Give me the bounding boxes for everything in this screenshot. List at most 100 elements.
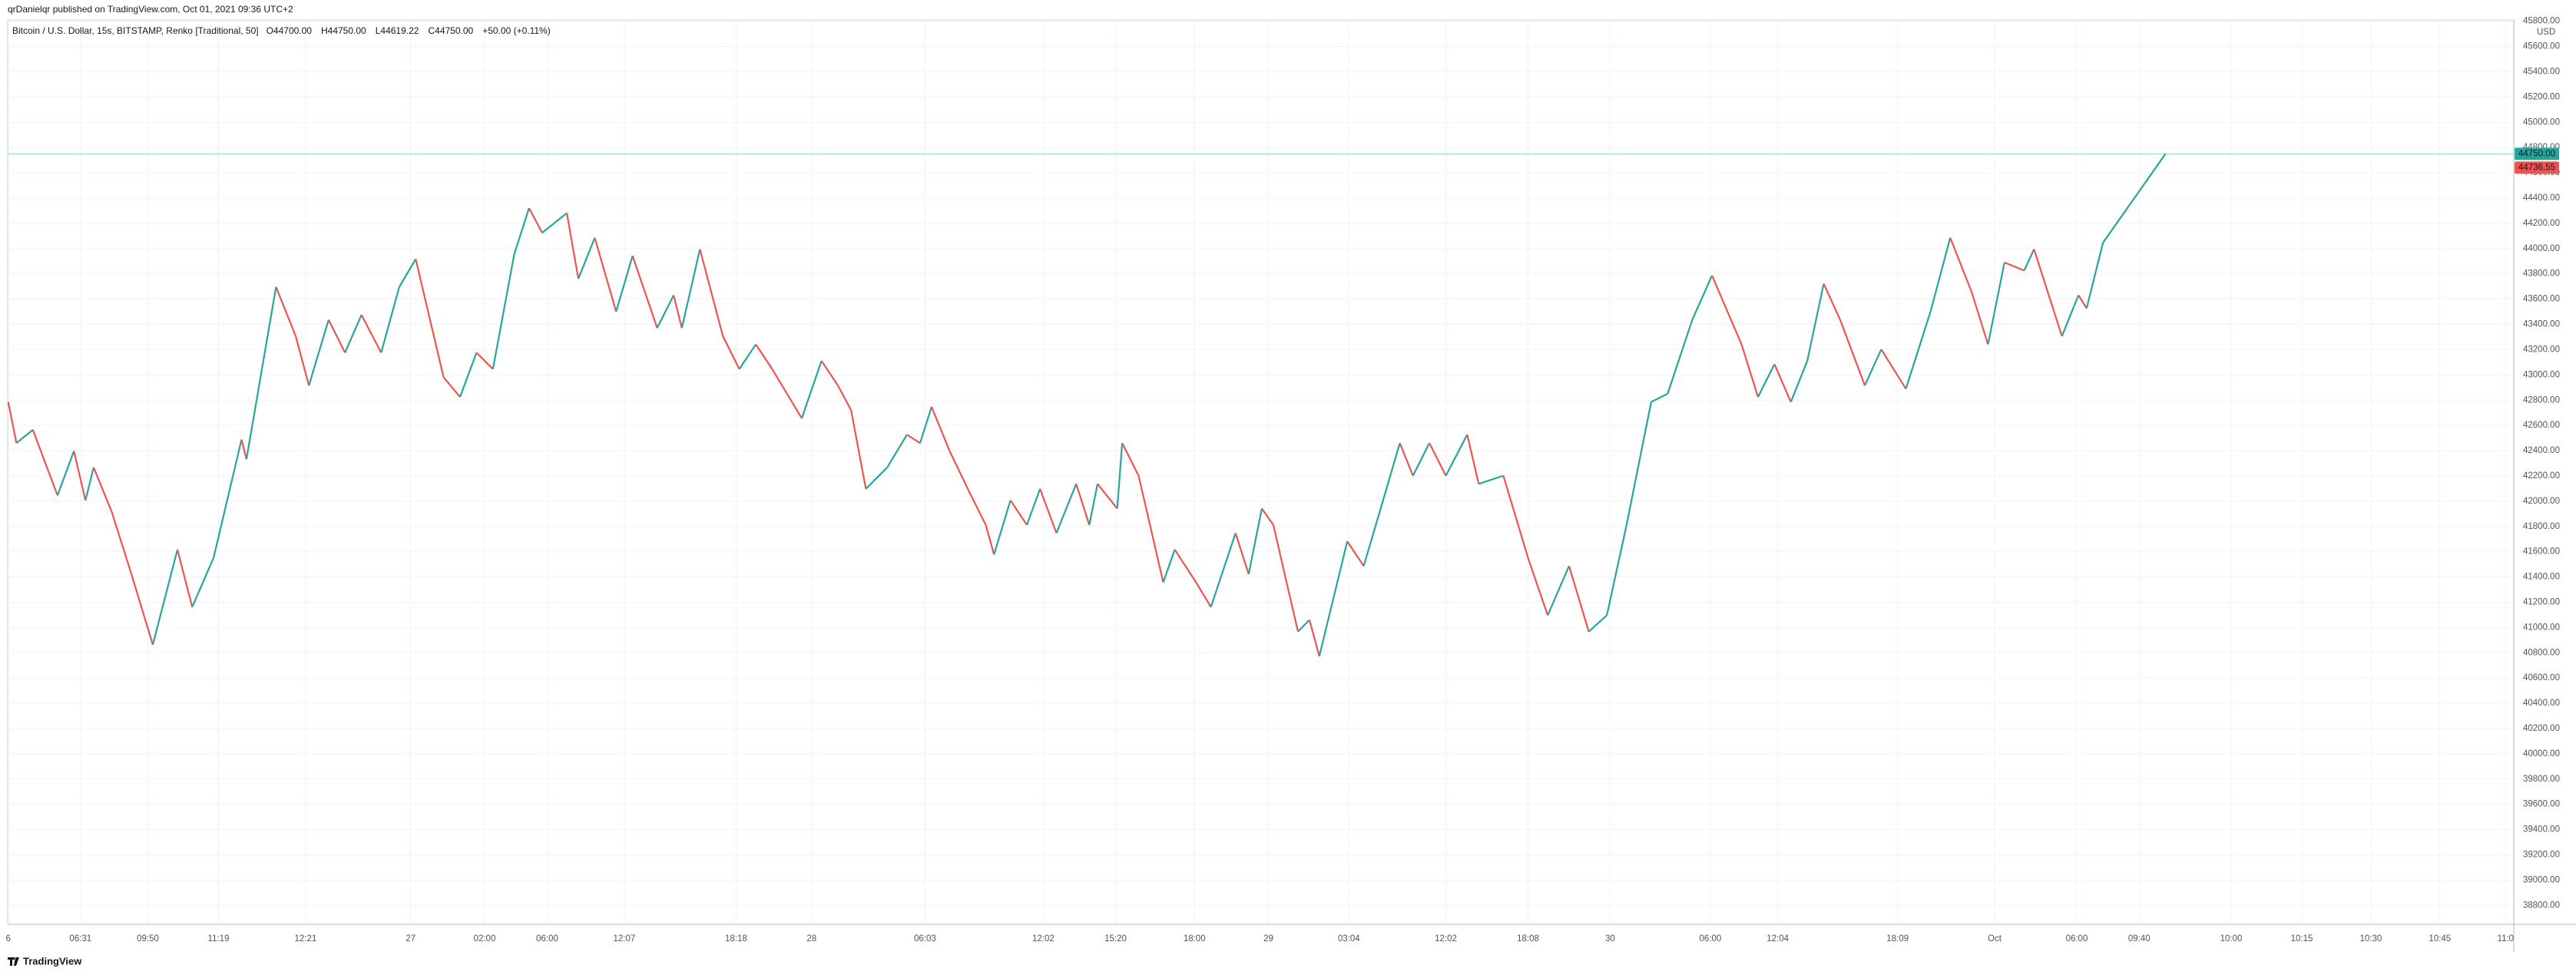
renko-leg bbox=[1376, 442, 1401, 522]
renko-leg bbox=[1864, 349, 1882, 386]
renko-leg bbox=[475, 352, 494, 370]
renko-leg bbox=[771, 369, 803, 419]
renko-leg bbox=[565, 213, 580, 279]
x-tick-label: 10:15 bbox=[2291, 934, 2313, 944]
x-tick-label: 18:00 bbox=[1184, 934, 1206, 944]
x-tick-label: 11:19 bbox=[208, 934, 230, 944]
y-tick-label: 43200.00 bbox=[2523, 345, 2560, 354]
renko-leg bbox=[949, 451, 971, 493]
renko-leg bbox=[1039, 488, 1058, 534]
y-tick-label: 41400.00 bbox=[2523, 573, 2560, 582]
x-tick-label: 10:30 bbox=[2359, 934, 2382, 944]
renko-leg bbox=[2033, 249, 2063, 337]
x-tick-label: 18:18 bbox=[725, 934, 747, 944]
x-tick-label: 12:04 bbox=[1766, 934, 1789, 944]
x-tick-label: 12:02 bbox=[1032, 934, 1055, 944]
y-tick-label: 45400.00 bbox=[2523, 67, 2560, 76]
renko-leg bbox=[415, 259, 445, 378]
renko-leg bbox=[1025, 488, 1041, 526]
renko-leg bbox=[245, 286, 277, 460]
x-tick-label: 6 bbox=[5, 934, 10, 944]
renko-leg bbox=[656, 295, 675, 329]
renko-leg bbox=[1195, 582, 1212, 608]
y-tick-label: 42000.00 bbox=[2523, 497, 2560, 506]
renko-leg bbox=[151, 549, 179, 646]
ohlc-value: +50.00 (+0.11%) bbox=[482, 25, 551, 36]
x-tick-label: 30 bbox=[1605, 934, 1615, 944]
x-tick-label: 06:03 bbox=[914, 934, 936, 944]
renko-leg bbox=[2085, 242, 2104, 309]
x-tick-label: 29 bbox=[1263, 934, 1273, 944]
renko-leg bbox=[1137, 475, 1164, 583]
price-tag bbox=[2515, 161, 2559, 174]
y-tick-label: 38800.00 bbox=[2523, 901, 2560, 910]
y-tick-label: 44200.00 bbox=[2523, 219, 2560, 228]
x-tick-label: Oct bbox=[1988, 934, 2002, 944]
ohlc-value: 44750.00 bbox=[435, 25, 473, 36]
y-tick-label: 39600.00 bbox=[2523, 800, 2560, 809]
renko-leg bbox=[1823, 283, 1841, 321]
renko-leg bbox=[1691, 275, 1713, 321]
renko-leg bbox=[1297, 619, 1310, 633]
renko-leg bbox=[1162, 549, 1176, 583]
renko-leg bbox=[1478, 474, 1504, 485]
renko-leg bbox=[2004, 261, 2025, 272]
renko-leg bbox=[131, 573, 154, 646]
currency-label: USD bbox=[2537, 28, 2555, 37]
renko-leg bbox=[865, 467, 888, 490]
y-tick-label: 42600.00 bbox=[2523, 421, 2560, 430]
x-tick-label: 10:45 bbox=[2429, 934, 2451, 944]
price-tag-label: 44750.00 bbox=[2518, 149, 2555, 158]
renko-leg bbox=[1412, 442, 1431, 477]
renko-leg bbox=[837, 385, 853, 411]
y-tick-label: 45800.00 bbox=[2523, 17, 2560, 26]
y-tick-label: 40400.00 bbox=[2523, 699, 2560, 708]
x-tick-label: 18:09 bbox=[1886, 934, 1909, 944]
renko-leg bbox=[398, 258, 417, 288]
ohlc: O 44700.00 H 44750.00 L 44619.22 C 44750.00 +50.… bbox=[267, 25, 551, 36]
ohlc-label: C bbox=[428, 25, 435, 36]
grid bbox=[8, 20, 2514, 924]
renko-leg bbox=[1971, 291, 1989, 345]
renko-leg bbox=[513, 207, 530, 255]
y-tick-label: 39800.00 bbox=[2523, 775, 2560, 784]
y-tick-label: 43800.00 bbox=[2523, 269, 2560, 279]
renko-leg bbox=[1773, 363, 1792, 402]
renko-leg bbox=[1362, 521, 1378, 567]
renko-leg bbox=[1839, 319, 1866, 386]
x-tick-label: 10:00 bbox=[2220, 934, 2243, 944]
renko-leg bbox=[1174, 549, 1197, 583]
y-tick-label: 42800.00 bbox=[2523, 395, 2560, 405]
y-tick-label: 41000.00 bbox=[2523, 623, 2560, 632]
renko-leg bbox=[1711, 275, 1743, 345]
renko-leg bbox=[1606, 524, 1627, 616]
renko-leg bbox=[1547, 565, 1570, 616]
renko-leg bbox=[1308, 620, 1320, 657]
x-tick-label: 06:00 bbox=[2066, 934, 2088, 944]
y-tick-label: 44000.00 bbox=[2523, 244, 2560, 253]
renko-leg bbox=[240, 439, 247, 460]
renko-leg bbox=[1502, 475, 1529, 558]
renko-leg bbox=[1088, 484, 1099, 525]
renko-leg bbox=[1880, 349, 1907, 389]
x-tick-label: 09:50 bbox=[137, 934, 159, 944]
renko-leg bbox=[577, 237, 596, 279]
renko-leg bbox=[541, 212, 568, 234]
published-line: qrDanielqr published on TradingView.com,… bbox=[8, 4, 293, 15]
renko-leg bbox=[442, 376, 461, 398]
renko-leg bbox=[1987, 262, 2005, 345]
brand-logo bbox=[8, 957, 19, 966]
renko-leg bbox=[930, 406, 951, 451]
renko-leg bbox=[1210, 533, 1237, 608]
renko-leg bbox=[755, 344, 773, 370]
renko-leg bbox=[1651, 392, 1668, 403]
x-tick-label: 18:08 bbox=[1517, 934, 1539, 944]
legend: Bitcoin / U.S. Dollar, 15s, BITSTAMP, Re… bbox=[12, 25, 259, 36]
y-tick-label: 39200.00 bbox=[2523, 851, 2560, 860]
renko-leg bbox=[1234, 533, 1250, 575]
renko-leg bbox=[1527, 557, 1549, 616]
renko-leg bbox=[1790, 360, 1809, 402]
renko-leg bbox=[327, 319, 346, 353]
